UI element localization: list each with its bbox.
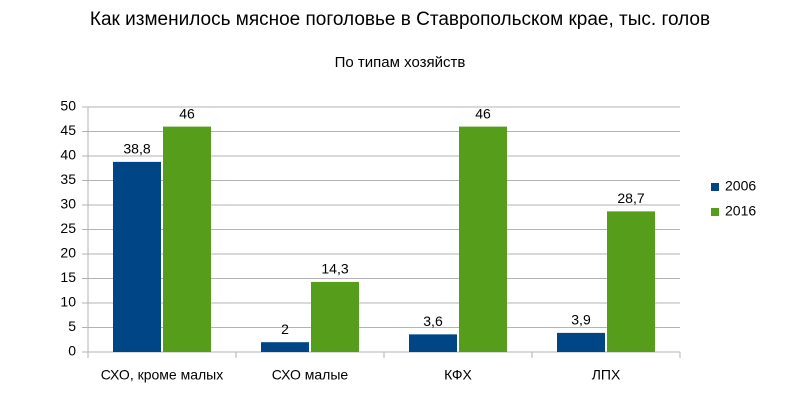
legend-label: 2006 — [725, 178, 756, 194]
bar — [459, 126, 507, 352]
value-label: 46 — [475, 105, 491, 121]
bar — [113, 161, 161, 352]
value-label: 2 — [281, 321, 289, 337]
bar — [409, 334, 457, 352]
y-tick-label: 40 — [60, 147, 76, 163]
bar — [607, 211, 655, 352]
legend-swatch — [711, 208, 719, 216]
value-label: 38,8 — [123, 141, 150, 157]
legend-swatch — [711, 183, 719, 191]
value-label: 46 — [179, 105, 195, 121]
y-tick-label: 50 — [60, 98, 76, 114]
y-tick-label: 0 — [68, 343, 76, 359]
value-label: 28,7 — [617, 190, 644, 206]
y-tick-label: 30 — [60, 196, 76, 212]
chart-subtitle: По типам хозяйств — [335, 54, 466, 71]
x-tick-label: СХО малые — [272, 367, 349, 383]
bar — [311, 281, 359, 352]
y-tick-label: 10 — [60, 294, 76, 310]
value-label: 3,9 — [571, 312, 591, 328]
bar — [261, 342, 309, 352]
value-label: 14,3 — [321, 261, 348, 277]
x-tick-label: СХО, кроме малых — [101, 367, 224, 383]
bar — [557, 332, 605, 352]
x-tick-label: ЛПХ — [592, 367, 621, 383]
chart-title: Как изменилось мясное поголовье в Ставро… — [90, 9, 710, 30]
legend-label: 2016 — [725, 203, 756, 219]
x-tick-label: КФХ — [444, 367, 472, 383]
y-tick-label: 15 — [60, 269, 76, 285]
value-label: 3,6 — [423, 313, 443, 329]
y-tick-label: 25 — [60, 220, 76, 236]
y-tick-label: 35 — [60, 171, 76, 187]
y-tick-label: 20 — [60, 245, 76, 261]
bar — [163, 126, 211, 352]
y-tick-label: 45 — [60, 122, 76, 138]
y-tick-label: 5 — [68, 318, 76, 334]
